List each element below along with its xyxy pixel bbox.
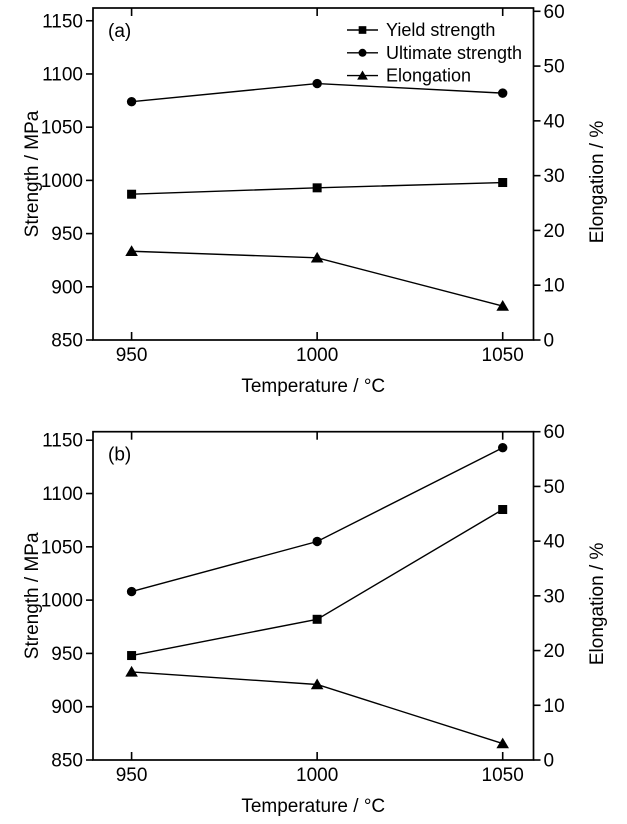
- circle-marker-ultimate-strength: [497, 88, 508, 98]
- legend-item: Yield strength: [347, 20, 495, 40]
- right-tick-label: 40: [544, 111, 565, 132]
- x-axis-title: Temperature / °C: [241, 796, 385, 817]
- triangle-marker-elongation: [496, 737, 509, 749]
- left-axis-title: Strength / MPa: [22, 532, 43, 659]
- left-tick-label: 950: [51, 224, 83, 245]
- triangle-marker-elongation: [496, 300, 509, 311]
- legend-item: Elongation: [347, 66, 471, 86]
- circle-marker-ultimate-strength: [312, 536, 322, 547]
- right-tick-label: 10: [544, 276, 565, 297]
- legend-square-icon: [358, 26, 367, 34]
- left-tick-label: 900: [51, 697, 83, 718]
- left-tick-label: 1100: [42, 64, 83, 85]
- left-tick-label: 850: [51, 751, 83, 772]
- right-tick-label: 0: [544, 751, 555, 772]
- legend-label: Elongation: [386, 66, 471, 86]
- right-tick-label: 60: [544, 422, 565, 443]
- right-tick-label: 20: [544, 641, 565, 662]
- legend-label: Yield strength: [386, 20, 495, 40]
- left-tick-label: 1000: [41, 171, 83, 192]
- chart-b: 950 1000 1050 850 900 950 1000 1050 1100 1150 0 10 2…: [22, 422, 608, 817]
- square-marker-yield-strength: [312, 183, 322, 193]
- right-tick-label: 50: [544, 57, 565, 78]
- panel-label: (b): [108, 445, 131, 466]
- legend-triangle-icon: [357, 70, 368, 80]
- left-tick-label: 1150: [42, 11, 83, 32]
- triangle-marker-elongation: [310, 678, 324, 690]
- plot-frame: [92, 7, 535, 341]
- right-tick-label: 0: [544, 331, 555, 352]
- right-tick-label: 40: [544, 532, 565, 553]
- left-tick-label: 1150: [42, 431, 83, 452]
- right-tick-label: 50: [544, 477, 565, 498]
- square-marker-yield-strength: [498, 178, 508, 188]
- circle-marker-ultimate-strength: [126, 96, 137, 107]
- triangle-marker-elongation: [125, 665, 138, 677]
- right-tick-label: 30: [544, 166, 565, 187]
- series-line-yield-strength: [131, 508, 504, 657]
- right-axis-title: Elongation / %: [587, 542, 608, 665]
- square-marker-yield-strength: [127, 189, 137, 199]
- legend-circle-icon: [358, 48, 367, 57]
- right-tick-label: 30: [544, 586, 565, 607]
- square-marker-yield-strength: [498, 505, 508, 515]
- right-tick-label: 10: [544, 696, 565, 717]
- x-tick-label: 950: [116, 765, 148, 786]
- legend-label: Ultimate strength: [386, 43, 522, 63]
- x-tick-label: 1050: [482, 345, 524, 366]
- series-line-ultimate-strength: [131, 447, 504, 593]
- x-tick-label: 1000: [296, 765, 338, 786]
- circle-marker-ultimate-strength: [497, 442, 508, 453]
- x-tick-label: 950: [116, 345, 148, 366]
- triangle-marker-elongation: [310, 251, 324, 263]
- plot-frame: [92, 430, 535, 761]
- chart-a: 950 1000 1050 850 900 950 1000 1050 1100 1150 0 10 2…: [22, 2, 608, 397]
- left-tick-label: 950: [51, 644, 83, 665]
- left-tick-label: 850: [51, 331, 83, 352]
- left-tick-label: 1100: [42, 484, 83, 505]
- right-tick-label: 20: [544, 221, 565, 242]
- right-axis-title: Elongation / %: [587, 121, 608, 244]
- left-tick-label: 1000: [41, 591, 83, 612]
- circle-marker-ultimate-strength: [312, 78, 322, 89]
- left-tick-label: 1050: [41, 537, 83, 558]
- right-tick-label: 60: [544, 2, 565, 23]
- legend-item: Ultimate strength: [347, 43, 522, 63]
- x-tick-label: 1000: [296, 345, 338, 366]
- circle-marker-ultimate-strength: [126, 586, 137, 597]
- square-marker-yield-strength: [127, 651, 137, 661]
- x-axis-title: Temperature / °C: [241, 376, 385, 397]
- triangle-marker-elongation: [125, 245, 138, 256]
- left-tick-label: 900: [51, 277, 83, 298]
- left-axis-title: Strength / MPa: [22, 110, 43, 237]
- panel-label: (a): [108, 21, 131, 42]
- x-tick-label: 1050: [482, 765, 524, 786]
- left-tick-label: 1050: [41, 118, 83, 139]
- square-marker-yield-strength: [312, 614, 322, 624]
